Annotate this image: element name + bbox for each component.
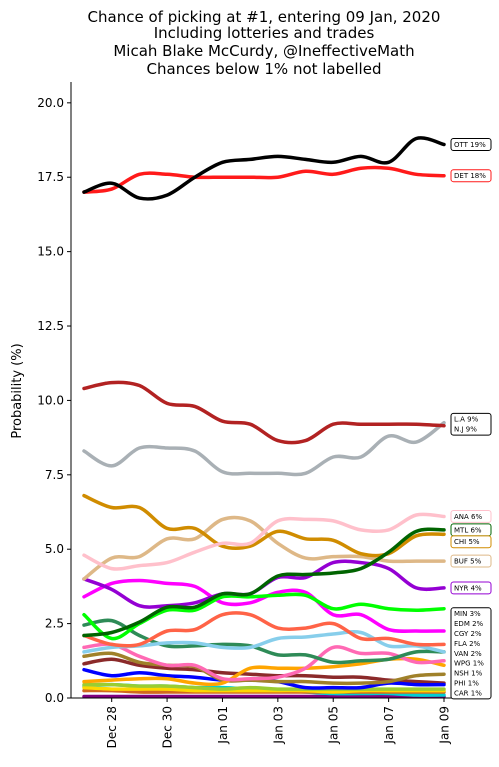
series-line-unlabelled-5: [82, 657, 446, 685]
end-labels: OTT 19% DET 18% L.A 9% N.J 9% ANA 6% MTL 6% CH…: [450, 138, 492, 700]
x-tick-label: Jan 07: [382, 706, 396, 745]
y-tick-label: 2.5: [45, 617, 64, 631]
end-label: OTT 19%: [450, 138, 492, 151]
title-line-4: Chances below 1% not labelled: [147, 60, 382, 78]
end-label-text: NSH 1%: [454, 670, 483, 678]
end-label-text: VAN 2%: [454, 650, 482, 658]
end-label-box: [450, 581, 492, 595]
end-label: MTL 6%: [450, 523, 492, 537]
end-label-text: EDM 2%: [454, 620, 484, 628]
y-tick-label: 20.0: [37, 96, 64, 110]
end-label-text: N.J 9%: [454, 426, 477, 434]
y-tick-label: 12.5: [37, 319, 64, 333]
end-label-text: ANA 6%: [454, 513, 482, 521]
end-label-box: [450, 412, 492, 436]
x-tick-label: Jan 09: [438, 706, 452, 745]
end-label-text: FLA 2%: [454, 640, 481, 648]
series-line-wpg: [82, 642, 446, 682]
end-label-text: WPG 1%: [454, 660, 484, 668]
end-label: L.A 9% N.J 9%: [450, 412, 492, 436]
series-line-fla: [82, 630, 446, 654]
end-label-text: PHI 1%: [454, 680, 479, 688]
end-label-box: [450, 535, 492, 549]
y-tick-label: 7.5: [45, 468, 64, 482]
y-tick-label: 15.0: [37, 245, 64, 259]
end-label: CHI 5%: [450, 535, 492, 549]
end-label-text: MTL 6%: [454, 526, 482, 534]
series-lines: [82, 136, 446, 699]
end-label: DET 18%: [450, 169, 492, 183]
x-tick-label: Jan 03: [271, 706, 285, 745]
end-label-box: [450, 169, 492, 183]
end-label-text: OTT 19%: [454, 141, 486, 149]
y-tick-label: 0.0: [45, 691, 64, 705]
y-tick-label: 17.5: [37, 170, 64, 184]
y-axis-label: Probability (%): [10, 343, 25, 438]
end-label-text: NYR 4%: [454, 584, 482, 592]
series-line-mtl: [82, 527, 446, 638]
x-tick-label: Dec 30: [161, 706, 175, 748]
title-line-2: Including lotteries and trades: [154, 24, 375, 42]
end-label-text: CAR 1%: [454, 689, 482, 697]
end-label: NYR 4%: [450, 581, 492, 595]
title-line-3: Micah Blake McCurdy, @IneffectiveMath: [113, 42, 414, 60]
end-label-text: DET 18%: [454, 172, 486, 180]
series-line-ana: [82, 512, 446, 571]
x-tick-label: Jan 01: [216, 706, 230, 745]
chart-title: Chance of picking at #1, entering 09 Jan…: [88, 8, 441, 78]
series-line-ott: [82, 136, 446, 201]
end-label-box: [450, 607, 492, 700]
end-label-box: [450, 138, 492, 151]
end-label: ANA 6%: [450, 510, 492, 523]
end-label-text: BUF 5%: [454, 558, 482, 566]
end-label-text: CGY 2%: [454, 630, 482, 638]
y-tick-label: 10.0: [37, 393, 64, 407]
series-line-nj: [82, 420, 446, 477]
y-tick-label: 5.0: [45, 542, 64, 556]
x-tick-label: Jan 05: [327, 706, 341, 745]
series-line-chi: [82, 493, 446, 558]
end-label: BUF 5%: [450, 554, 492, 568]
end-label-text: CHI 5%: [454, 538, 480, 546]
x-tick-label: Dec 28: [105, 706, 119, 748]
series-line-det: [82, 165, 446, 194]
end-label: MIN 3% EDM 2% CGY 2% FLA 2% VAN 2% WPG 1% NSH …: [450, 607, 492, 700]
series-line-la: [82, 380, 446, 445]
series-line-unlabelled-4: [82, 682, 446, 691]
end-label-text: L.A 9%: [454, 416, 479, 424]
end-label-box: [450, 510, 492, 523]
title-line-1: Chance of picking at #1, entering 09 Jan…: [88, 8, 441, 26]
series-line-cgy: [82, 611, 446, 648]
end-label-text: MIN 3%: [454, 610, 481, 618]
end-label-box: [450, 554, 492, 568]
series-line-van: [82, 618, 446, 665]
series-line-phi: [82, 651, 446, 686]
series-line-min: [82, 592, 446, 641]
axes: 0.0 2.5 5.0 7.5 10.0 12.5 15.0 17.5 20.0 Dec 28 De…: [37, 82, 461, 748]
